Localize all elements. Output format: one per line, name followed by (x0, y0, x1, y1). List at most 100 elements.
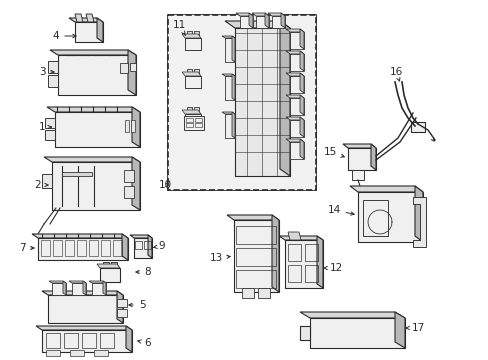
Polygon shape (299, 312, 404, 318)
Polygon shape (280, 21, 289, 176)
Polygon shape (148, 235, 152, 258)
Polygon shape (242, 288, 253, 298)
Polygon shape (299, 326, 309, 340)
Polygon shape (194, 107, 199, 114)
Polygon shape (42, 291, 123, 295)
Polygon shape (251, 13, 268, 16)
Polygon shape (48, 75, 58, 87)
Polygon shape (52, 162, 140, 210)
Polygon shape (235, 28, 289, 176)
Text: 3: 3 (39, 67, 54, 77)
Polygon shape (342, 144, 375, 148)
Polygon shape (285, 139, 304, 142)
Polygon shape (92, 283, 106, 295)
Polygon shape (42, 330, 132, 352)
Polygon shape (126, 326, 132, 352)
Polygon shape (45, 118, 55, 128)
Polygon shape (299, 73, 304, 93)
Polygon shape (258, 288, 269, 298)
Polygon shape (46, 350, 60, 356)
Polygon shape (72, 283, 86, 295)
Polygon shape (289, 32, 304, 49)
Polygon shape (62, 172, 92, 176)
Polygon shape (184, 38, 201, 50)
Polygon shape (94, 350, 108, 356)
Polygon shape (63, 281, 66, 295)
Polygon shape (97, 264, 120, 268)
Polygon shape (55, 112, 140, 147)
Polygon shape (70, 350, 84, 356)
Polygon shape (289, 142, 304, 159)
Polygon shape (236, 13, 252, 16)
Polygon shape (285, 29, 304, 32)
Polygon shape (349, 186, 422, 192)
Polygon shape (75, 22, 103, 42)
Polygon shape (103, 262, 109, 268)
Polygon shape (256, 16, 268, 28)
Text: 16: 16 (388, 67, 402, 81)
Polygon shape (32, 234, 128, 238)
Polygon shape (271, 215, 279, 292)
Polygon shape (130, 63, 136, 71)
Polygon shape (117, 309, 127, 317)
Polygon shape (186, 31, 192, 38)
Polygon shape (44, 157, 140, 162)
Polygon shape (184, 76, 201, 88)
Polygon shape (285, 117, 304, 120)
Text: 1: 1 (39, 122, 51, 132)
Polygon shape (48, 61, 58, 73)
Polygon shape (234, 220, 279, 292)
Polygon shape (224, 114, 235, 138)
Polygon shape (347, 148, 375, 170)
Text: 4: 4 (53, 31, 76, 41)
Polygon shape (248, 13, 252, 28)
Polygon shape (370, 144, 375, 170)
Polygon shape (299, 51, 304, 71)
Text: 8: 8 (136, 267, 151, 277)
Polygon shape (289, 54, 304, 71)
Polygon shape (100, 268, 120, 282)
Polygon shape (50, 50, 136, 55)
Text: 11: 11 (172, 20, 185, 35)
Polygon shape (264, 13, 268, 28)
Text: 14: 14 (326, 205, 353, 215)
Polygon shape (58, 55, 136, 95)
Text: 5: 5 (129, 300, 145, 310)
Polygon shape (75, 14, 83, 22)
Text: 6: 6 (138, 338, 151, 348)
Polygon shape (240, 16, 252, 28)
Polygon shape (299, 139, 304, 159)
Polygon shape (224, 76, 235, 100)
Polygon shape (168, 15, 315, 190)
Polygon shape (309, 318, 404, 348)
Polygon shape (117, 291, 123, 323)
Polygon shape (222, 36, 235, 38)
Polygon shape (289, 98, 304, 115)
Polygon shape (285, 95, 304, 98)
Polygon shape (224, 38, 235, 62)
Polygon shape (222, 112, 235, 114)
Polygon shape (410, 122, 424, 132)
Polygon shape (124, 170, 134, 182)
Polygon shape (132, 157, 140, 210)
Polygon shape (131, 120, 135, 132)
Text: 17: 17 (405, 323, 424, 333)
Polygon shape (182, 110, 201, 114)
Polygon shape (271, 16, 285, 28)
Polygon shape (86, 14, 94, 22)
Polygon shape (49, 281, 66, 283)
Polygon shape (103, 281, 106, 295)
Polygon shape (194, 31, 199, 38)
Polygon shape (183, 116, 203, 130)
Polygon shape (48, 295, 123, 323)
Polygon shape (299, 117, 304, 137)
Polygon shape (97, 18, 103, 42)
Polygon shape (299, 29, 304, 49)
Polygon shape (224, 21, 289, 28)
Polygon shape (414, 186, 422, 242)
Polygon shape (182, 72, 201, 76)
Polygon shape (122, 234, 128, 260)
Polygon shape (231, 74, 235, 100)
Polygon shape (285, 240, 323, 288)
Polygon shape (36, 326, 132, 330)
